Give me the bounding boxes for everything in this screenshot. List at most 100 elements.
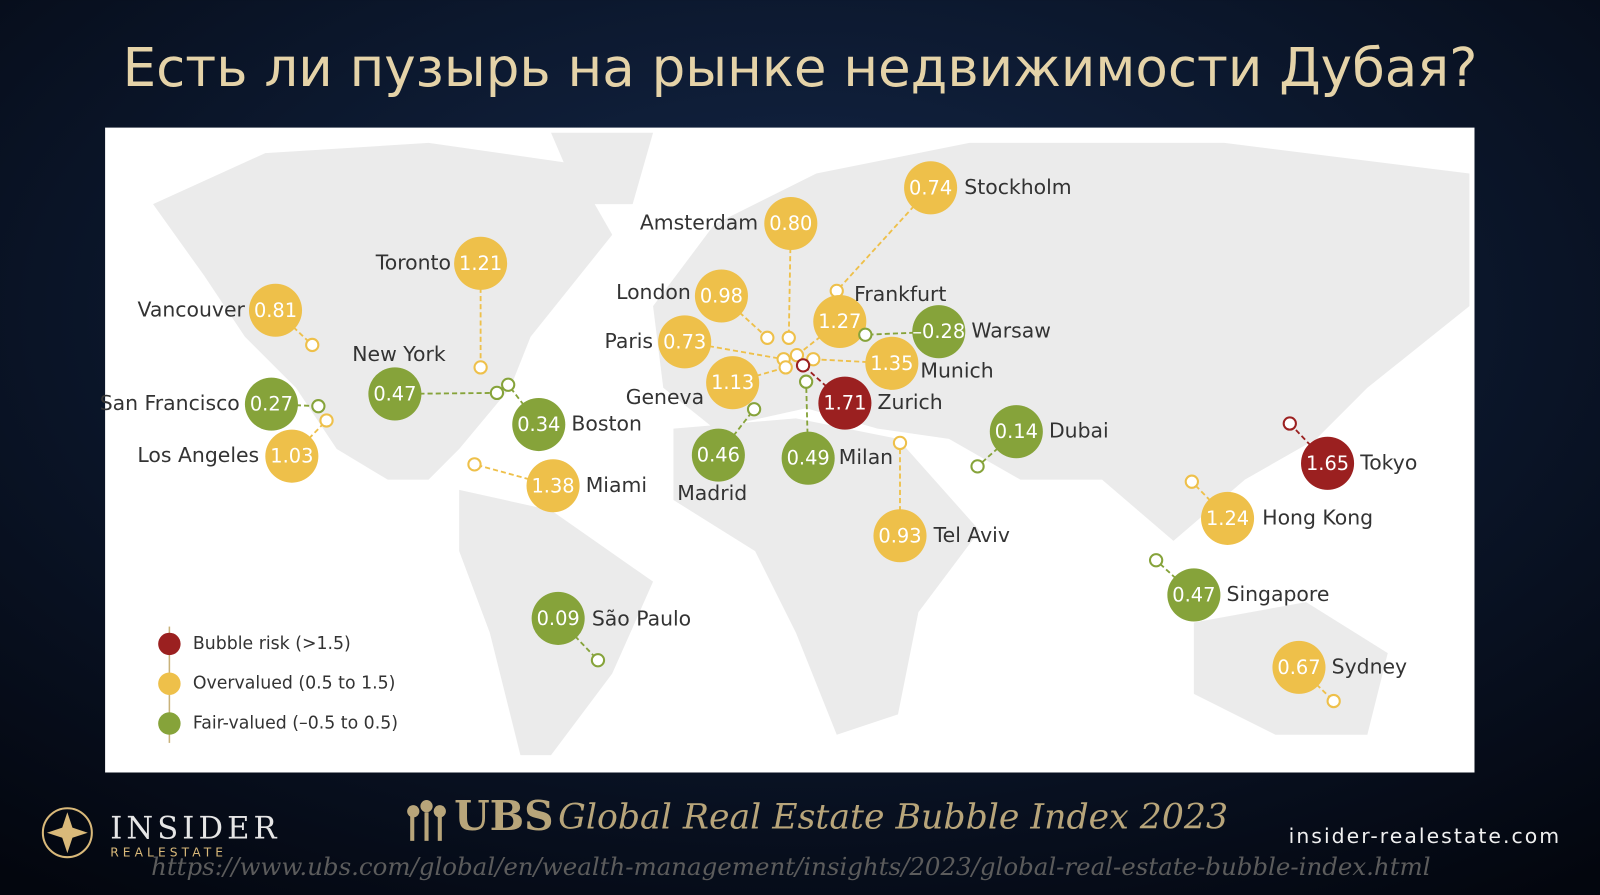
city-bubble: [706, 356, 760, 410]
title: Есть ли пузырь на рынке недвижимости Дуб…: [123, 37, 1478, 99]
city-value: 0.67: [1277, 656, 1320, 679]
city-bubble: [454, 236, 508, 290]
city-name: Miami: [586, 473, 647, 497]
city-value: 1.27: [818, 310, 861, 333]
brand: INSIDER: [110, 812, 280, 847]
city: 0.67 Sydney: [1272, 640, 1408, 709]
city-bubble: [694, 269, 748, 323]
city-value: 0.80: [769, 212, 812, 235]
city: 0.49 Milan: [781, 374, 893, 485]
city-location: [590, 653, 606, 668]
city-name: Tel Aviv: [933, 523, 1010, 547]
city-bubble: [1201, 491, 1255, 545]
city-location: [1326, 693, 1341, 709]
city-bubble: [813, 294, 867, 349]
city-location: [970, 459, 985, 474]
city-value: 1.65: [1306, 452, 1349, 475]
city-name: Hong Kong: [1262, 505, 1373, 529]
city-location: [305, 337, 320, 353]
city-name: Sydney: [1332, 654, 1408, 678]
ubs-keys: [407, 800, 446, 841]
city-name: Boston: [571, 412, 641, 436]
city-value: 0.47: [373, 382, 416, 405]
city-name: Geneva: [626, 385, 704, 409]
city: 1.24 Hong Kong: [1184, 474, 1373, 545]
city-bubble: [818, 376, 872, 430]
africa: [673, 418, 980, 735]
leader-line: [474, 463, 554, 487]
city-bubble: [781, 431, 835, 485]
city-name: Zurich: [878, 390, 943, 414]
city: –0.28 Warsaw: [858, 305, 1051, 359]
city-location: [858, 327, 873, 342]
city-value: 0.47: [1172, 583, 1215, 606]
city-location: [311, 399, 326, 414]
city: 0.80 Amsterdam: [640, 196, 818, 345]
brand-logo-ring: [41, 807, 93, 859]
source-logo: UBS: [454, 792, 554, 840]
city-bubble: [1167, 568, 1221, 622]
city: 0.98 London: [616, 269, 775, 345]
city-bubble: [1301, 436, 1355, 490]
city: 0.14 Dubai: [970, 405, 1109, 474]
city-name: London: [616, 280, 691, 304]
city-bubble: [244, 377, 298, 431]
city-name: Los Angeles: [137, 443, 259, 467]
city-value: 0.98: [700, 284, 743, 307]
city-location: [473, 360, 488, 375]
city-value: 1.03: [270, 445, 313, 468]
city-value: 0.81: [254, 299, 297, 322]
city-name: San Francisco: [100, 391, 240, 415]
city: 1.13 Geneva: [626, 356, 793, 410]
city-name: Madrid: [677, 481, 747, 505]
city-location: [467, 457, 482, 472]
city-bubble: [904, 161, 958, 215]
city-location: [892, 435, 908, 451]
city-location: [806, 352, 821, 367]
city-value: 0.49: [787, 447, 830, 470]
city-bubble: [658, 315, 712, 369]
city-value: 1.24: [1206, 507, 1249, 530]
city: 0.34 Boston: [501, 377, 642, 452]
city-location: [501, 377, 516, 392]
city-location: [781, 330, 796, 345]
city-location: [778, 360, 793, 375]
city-location: [1148, 553, 1164, 568]
city: 0.93 Tel Aviv: [873, 435, 1010, 563]
city-value: 0.74: [909, 176, 952, 199]
city-name: Tokyo: [1359, 450, 1417, 474]
city-name: Warsaw: [971, 319, 1051, 343]
city: 0.74 Stockholm: [829, 161, 1072, 299]
city-bubble: [512, 398, 566, 452]
city-value: 0.46: [697, 444, 740, 467]
city: 0.81 Vancouver: [138, 283, 320, 353]
city-value: 1.13: [711, 371, 754, 394]
city-location: [319, 413, 334, 428]
city-bubble: [912, 305, 966, 359]
legend-swatch: [158, 632, 181, 656]
city: 0.46 Madrid: [677, 402, 762, 505]
city: 1.71 Zurich: [795, 358, 943, 430]
city: 1.21 Toronto: [375, 236, 508, 375]
brand-logo-star: [46, 812, 88, 854]
city-bubble: [865, 336, 919, 390]
legend-swatch: [158, 712, 181, 735]
city-value: 0.34: [517, 413, 560, 436]
source-url[interactable]: https://www.ubs.com/global/en/wealth-man…: [151, 852, 1431, 881]
legend: Bubble risk (>1.5) Overvalued (0.5 to 1.5…: [158, 632, 398, 735]
city: 0.27 San Francisco: [100, 377, 326, 431]
city: 0.73 Paris: [605, 315, 791, 369]
city-name: Amsterdam: [640, 211, 758, 235]
leader-line: [836, 187, 932, 292]
city-name: Singapore: [1227, 582, 1330, 606]
legend-swatch: [158, 672, 181, 695]
city-bubble: [531, 591, 585, 645]
city-location: [795, 358, 811, 373]
city: 1.38 Miami: [467, 457, 647, 513]
site[interactable]: insider-realestate.com: [1289, 824, 1562, 848]
city-location: [489, 385, 505, 401]
map: Bubble risk (>1.5) Overvalued (0.5 to 1.5…: [100, 127, 1475, 773]
city: 0.47 Singapore: [1148, 553, 1330, 622]
city-name: Milan: [839, 445, 893, 469]
city-value: 0.93: [878, 524, 921, 547]
